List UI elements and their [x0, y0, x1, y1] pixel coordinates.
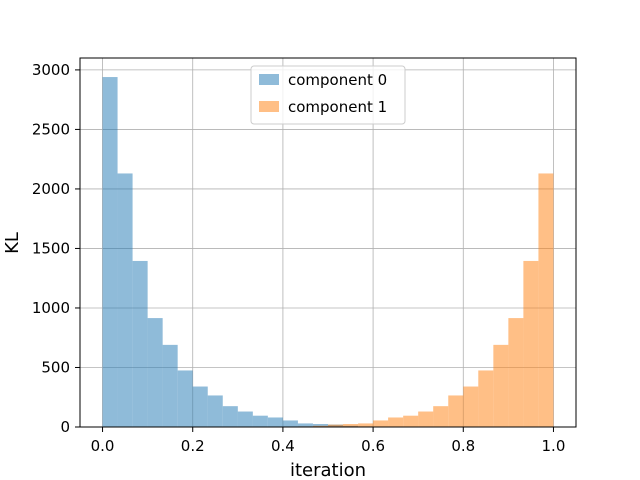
bar-series-1 [328, 424, 344, 427]
legend: component 0 component 1 [250, 65, 406, 125]
x-tick-label: 0.2 [181, 437, 205, 455]
legend-label-component-0: component 0 [288, 71, 387, 89]
x-tick-label: 0.6 [361, 437, 385, 455]
x-tick-label: 0.0 [91, 437, 115, 455]
y-tick-label: 1000 [32, 299, 70, 317]
y-tick-label: 0 [60, 418, 70, 436]
bar-series-0 [177, 370, 193, 427]
bar-series-0 [222, 406, 238, 427]
bar-series-0 [162, 344, 178, 427]
legend-swatch-component-0 [259, 74, 279, 85]
bar-series-1 [493, 344, 509, 427]
y-tick-label: 3000 [32, 61, 70, 79]
histogram-bars [102, 77, 554, 427]
bar-series-0 [312, 424, 328, 427]
bar-series-1 [478, 370, 494, 427]
bar-series-0 [252, 415, 268, 427]
y-axis-label: KL [2, 232, 23, 254]
bar-series-0 [132, 260, 148, 427]
bar-series-1 [463, 386, 479, 427]
x-tick-label: 0.8 [451, 437, 475, 455]
y-tick-label: 2500 [32, 120, 70, 138]
legend-label-component-1: component 1 [288, 98, 387, 116]
bar-series-0 [147, 318, 163, 427]
bar-series-1 [403, 415, 419, 427]
legend-box [250, 65, 406, 125]
bar-series-1 [312, 425, 328, 427]
bar-series-1 [373, 420, 389, 427]
bar-series-1 [508, 318, 524, 427]
bar-series-1 [418, 411, 434, 427]
bar-series-1 [388, 417, 404, 427]
bar-series-0 [192, 386, 208, 427]
plot-frame [79, 57, 577, 428]
bar-series-0 [207, 395, 223, 427]
bar-series-0 [267, 417, 283, 427]
bar-series-1 [343, 424, 359, 427]
legend-swatch-component-1 [259, 101, 279, 112]
x-tick-label: 1.0 [542, 437, 566, 455]
y-tick-label: 500 [41, 358, 70, 376]
bar-series-0 [102, 77, 118, 427]
x-axis-label: iteration [290, 460, 366, 480]
x-tick-label: 0.4 [271, 437, 295, 455]
bar-series-1 [358, 423, 374, 427]
bar-series-1 [448, 395, 464, 427]
bar-series-1 [523, 260, 539, 427]
bar-series-0 [297, 423, 313, 427]
bar-series-1 [433, 406, 449, 427]
y-axis-ticks: 0 500 1000 1500 2000 2500 3000 [32, 61, 80, 436]
bar-series-1 [538, 173, 554, 427]
x-axis-ticks: 0.0 0.2 0.4 0.6 0.8 1.0 [91, 427, 566, 455]
bar-series-0 [282, 420, 298, 427]
y-tick-label: 1500 [32, 239, 70, 257]
bar-series-0 [237, 411, 253, 427]
bar-series-0 [117, 173, 133, 427]
y-tick-label: 2000 [32, 180, 70, 198]
